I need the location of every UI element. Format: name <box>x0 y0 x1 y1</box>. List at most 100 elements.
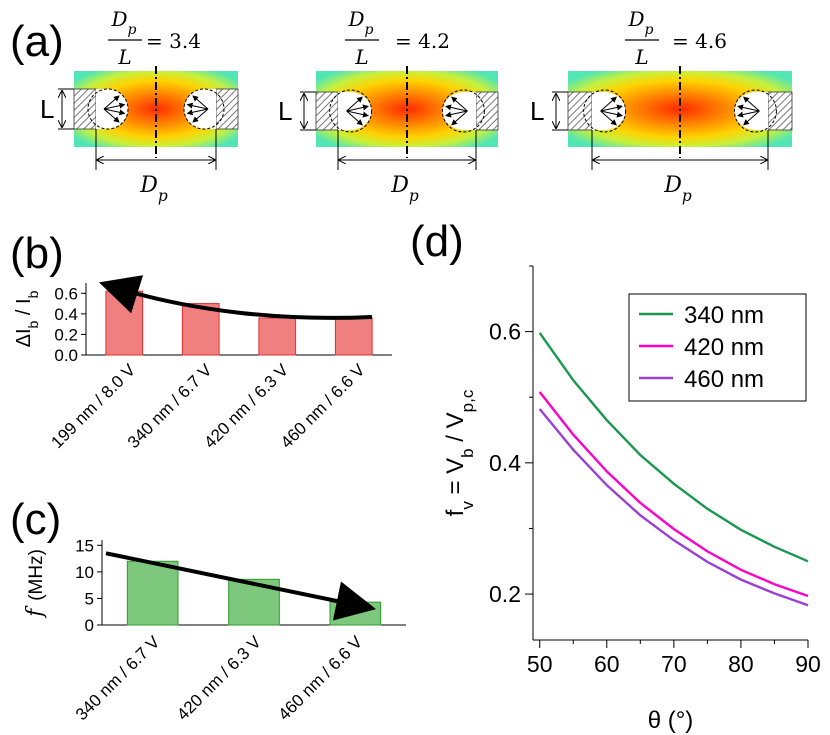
ratio-value: = 3.4 <box>146 29 201 53</box>
field-arrow-right-1 <box>737 104 760 112</box>
x-tick-label-3: 80 <box>728 651 754 677</box>
diameter-label-main: D <box>663 173 682 198</box>
bar-1 <box>181 303 220 356</box>
legend-box <box>628 293 807 402</box>
y-label-symbol: f <box>23 605 48 619</box>
ratio-value: = 4.2 <box>395 29 450 53</box>
ratio-numerator: Dp <box>627 7 653 38</box>
field-arrow-left-2 <box>346 110 369 118</box>
field-arrow-right-2 <box>445 110 468 118</box>
diameter-label-sub: p <box>682 187 692 205</box>
ratio-denominator: L <box>117 45 131 69</box>
wall-right <box>215 88 239 130</box>
field-arrow-left-3 <box>600 110 617 126</box>
panel-label-d: (d) <box>410 217 464 266</box>
void-right <box>734 92 768 130</box>
ratio-denominator: L <box>354 45 368 69</box>
ratio-numerator-sub: p <box>128 22 137 38</box>
y-tick-label-2: 10 <box>75 563 94 582</box>
y-axis-label: fv = Vb / Vp,c <box>442 389 477 516</box>
legend-label-0: 340 nm <box>684 302 764 329</box>
field-arrow-left-3 <box>103 108 120 123</box>
ratio-numerator: Dp <box>347 7 373 38</box>
field-arrow-left-1 <box>600 104 623 112</box>
y-tick-label-2: 0.6 <box>489 319 521 345</box>
series-line-420-nm <box>538 391 809 598</box>
field-arrow-right-3 <box>451 110 468 126</box>
ratio-numerator-sub: p <box>365 22 374 38</box>
field-arrow-right-2 <box>186 108 209 116</box>
y-label-part-4: / V <box>442 412 469 448</box>
y-axis-label: f (MHz) <box>23 549 48 619</box>
diameter-label: Dp <box>663 173 692 205</box>
ratio-numerator-sub: p <box>645 22 654 38</box>
field-arrow-left-1 <box>103 102 126 110</box>
diameter-label-sub: p <box>158 187 168 205</box>
dashed-circle-right <box>441 89 485 133</box>
y-label-unit: (MHz) <box>26 549 47 601</box>
y-tick-label-1: 5 <box>85 589 94 608</box>
field-arrow-right-1 <box>186 102 209 110</box>
x-tick-label-4: 90 <box>795 651 821 677</box>
y-label-main: ΔI <box>13 328 35 347</box>
y-label-part-5: p,c <box>458 389 477 412</box>
field-arrow-left-3 <box>346 110 363 126</box>
bar-0 <box>126 560 179 626</box>
y-label-part-3: b <box>458 448 477 457</box>
length-label: L <box>40 94 54 124</box>
panel-label-c: (c) <box>10 495 61 544</box>
trend-arrow <box>105 551 377 621</box>
field-arrow-left-0 <box>600 96 617 112</box>
y-label-part-1: v <box>458 501 477 510</box>
x-tick-label-1: 420 nm / 6.3 V <box>173 632 265 724</box>
ratio-numerator-main: D <box>347 7 364 31</box>
y-axis-label: ΔIb / Ib <box>13 290 41 347</box>
dashed-circle-right <box>183 88 225 130</box>
panel-label-a: (a) <box>10 17 64 66</box>
y-label-den-sub: b <box>25 290 41 298</box>
x-tick-label-0: 50 <box>527 651 553 677</box>
ratio-numerator-main: D <box>110 7 127 31</box>
void-left <box>338 92 372 130</box>
series-line-340-nm <box>538 332 809 563</box>
legend-label-1: 420 nm <box>684 334 764 361</box>
field-arrow-left-2 <box>103 108 126 116</box>
ratio-numerator: Dp <box>110 7 136 38</box>
y-tick-label-2: 0.4 <box>54 305 78 324</box>
ratio-denominator: L <box>634 45 648 69</box>
y-tick-label-0: 0 <box>85 616 94 635</box>
legend-label-2: 460 nm <box>684 366 764 393</box>
x-tick-label-2: 70 <box>661 651 687 677</box>
y-label-part-0: f <box>442 509 469 516</box>
diameter-label: Dp <box>139 173 168 205</box>
field-arrow-left-0 <box>103 95 120 110</box>
y-tick-label-3: 15 <box>75 536 94 555</box>
x-tick-label-1: 60 <box>594 651 620 677</box>
y-tick-label-3: 0.6 <box>54 284 78 303</box>
field-arrow-right-2 <box>737 110 760 118</box>
field-arrow-left-1 <box>346 104 369 112</box>
y-label-part-2: = V <box>442 458 469 501</box>
y-label-sub: b <box>25 320 41 328</box>
length-label: L <box>530 96 544 126</box>
void-left <box>96 89 128 129</box>
series-line-460-nm <box>538 408 809 607</box>
void-left <box>592 92 626 130</box>
diameter-label: Dp <box>390 173 419 205</box>
field-arrow-right-0 <box>192 95 209 110</box>
legend: 340 nm 420 nm 460 nm <box>628 293 807 402</box>
bar-3 <box>334 317 373 356</box>
bar-2 <box>258 317 297 356</box>
diameter-label-main: D <box>139 173 158 198</box>
y-label-den: / I <box>13 298 35 320</box>
field-arrow-left-2 <box>600 110 623 118</box>
field-arrow-right-0 <box>743 96 760 112</box>
trend-arrow <box>98 275 373 320</box>
bar-0 <box>105 290 144 356</box>
void-right <box>184 89 216 129</box>
